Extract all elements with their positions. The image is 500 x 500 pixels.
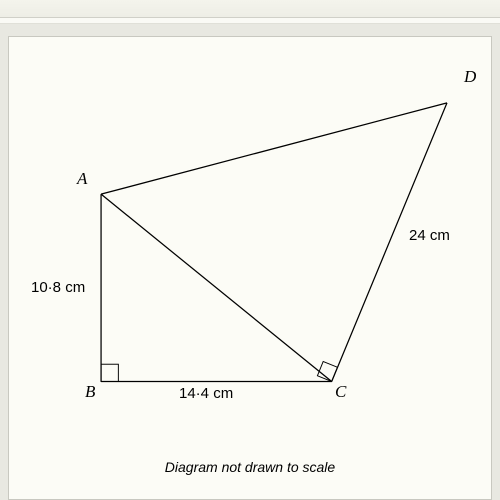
vertex-label-d: D: [464, 67, 476, 87]
edge-ac: [101, 194, 332, 381]
vertex-label-c: C: [335, 382, 346, 402]
measurement-cd: 24 cm: [409, 227, 450, 244]
document-area: A B C D 10·8 cm 14·4 cm 24 cm Diagram no…: [0, 24, 500, 500]
page-canvas: A B C D 10·8 cm 14·4 cm 24 cm Diagram no…: [8, 36, 492, 500]
measurement-bc: 14·4 cm: [179, 385, 233, 402]
measurement-ab: 10·8 cm: [31, 279, 85, 296]
geometry-figure: [29, 57, 471, 437]
edge-ad: [101, 103, 447, 194]
app-toolbar: [0, 0, 500, 18]
vertex-label-a: A: [77, 169, 87, 189]
right-angle-b: [101, 364, 118, 381]
diagram-caption: Diagram not drawn to scale: [29, 459, 471, 475]
vertex-label-b: B: [85, 382, 95, 402]
triangle-diagram: A B C D 10·8 cm 14·4 cm 24 cm: [29, 57, 471, 457]
